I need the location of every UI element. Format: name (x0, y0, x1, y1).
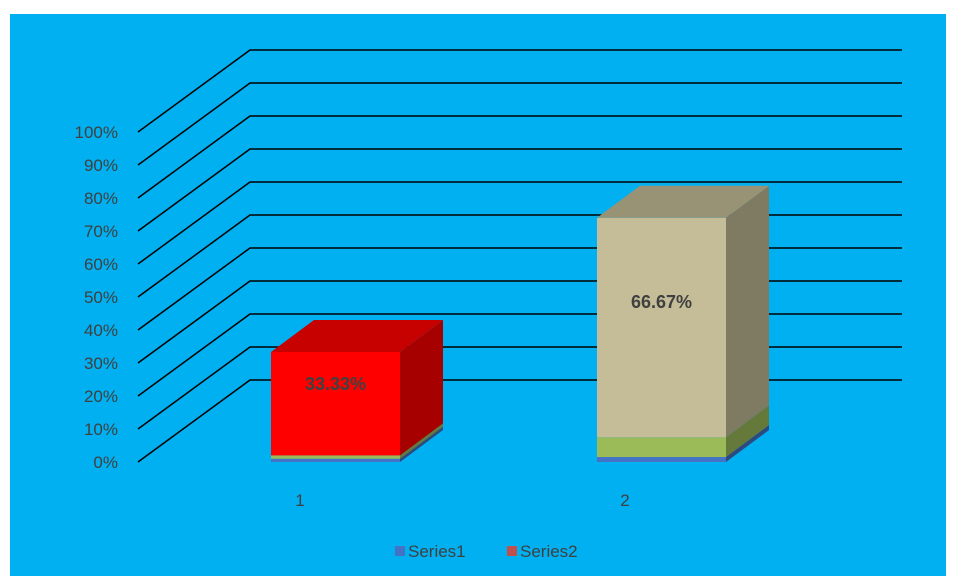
bar-segment (597, 405, 769, 458)
bar-segment (597, 185, 769, 438)
bar-segment (271, 320, 443, 456)
bar-segment (271, 423, 443, 459)
y-tick-label: 80% (84, 189, 118, 208)
bar-segment (271, 426, 443, 462)
bar-segment-side (400, 423, 443, 459)
bars (271, 185, 769, 462)
y-tick-label: 40% (84, 321, 118, 340)
y-tick-label: 90% (84, 156, 118, 175)
bar-segment-side (726, 425, 769, 462)
y-tick-label: 0% (93, 453, 118, 472)
gridline-60pct (137, 181, 902, 265)
y-tick-label: 70% (84, 222, 118, 241)
gridline-20pct (137, 313, 902, 397)
x-category-label: 2 (620, 491, 629, 510)
gridline-50pct (137, 214, 902, 298)
bar-segment-front (271, 352, 400, 456)
y-tick-label: 100% (75, 123, 118, 142)
y-tick-label: 20% (84, 387, 118, 406)
bar-segment-front (597, 457, 726, 462)
y-tick-label: 10% (84, 420, 118, 439)
bar-segment-front (271, 455, 400, 459)
chart-svg: 0% 10% 20% 30% 40% 50% 60% 70% 80% 90% 100% 33.33%… (75, 49, 902, 561)
chart-area: 0% 10% 20% 30% 40% 50% 60% 70% 80% 90% 100% 33.33%… (10, 14, 946, 576)
gridline-40pct (137, 247, 902, 331)
bar-segment (597, 425, 769, 462)
bar-segment-top (271, 320, 443, 353)
bar-segment-top (597, 185, 769, 218)
bar-segment-side (726, 405, 769, 458)
data-label: 33.33% (305, 374, 366, 394)
gridline-80pct (137, 115, 902, 199)
gridline-30pct (137, 280, 902, 364)
legend: Series1 Series2 (395, 542, 578, 561)
bar-segment-side (400, 320, 443, 456)
y-tick-label: 30% (84, 354, 118, 373)
y-tick-label: 50% (84, 288, 118, 307)
legend-label: Series1 (408, 542, 466, 561)
gridline-100pct (137, 49, 902, 133)
bar-segment-side (726, 185, 769, 438)
legend-entry: Series2 (507, 542, 578, 561)
y-axis-ticks: 0% 10% 20% 30% 40% 50% 60% 70% 80% 90% 100% (75, 123, 118, 472)
x-category-label: 1 (295, 491, 304, 510)
gridline-90pct (137, 82, 902, 166)
bar-segment-side (400, 426, 443, 462)
legend-label: Series2 (520, 542, 578, 561)
gridline-10pct (137, 346, 902, 430)
legend-swatch (507, 546, 517, 556)
gridlines (137, 49, 902, 463)
data-labels: 33.33% 66.67% (305, 292, 692, 394)
gridline-70pct (137, 148, 902, 232)
bar-segment-front (597, 217, 726, 438)
y-tick-label: 60% (84, 255, 118, 274)
legend-entry: Series1 (395, 542, 466, 561)
data-label: 66.67% (631, 292, 692, 312)
bar-segment-front (271, 458, 400, 462)
bar-segment-front (597, 437, 726, 458)
gridline-0pct (137, 379, 902, 463)
legend-swatch (395, 546, 405, 556)
